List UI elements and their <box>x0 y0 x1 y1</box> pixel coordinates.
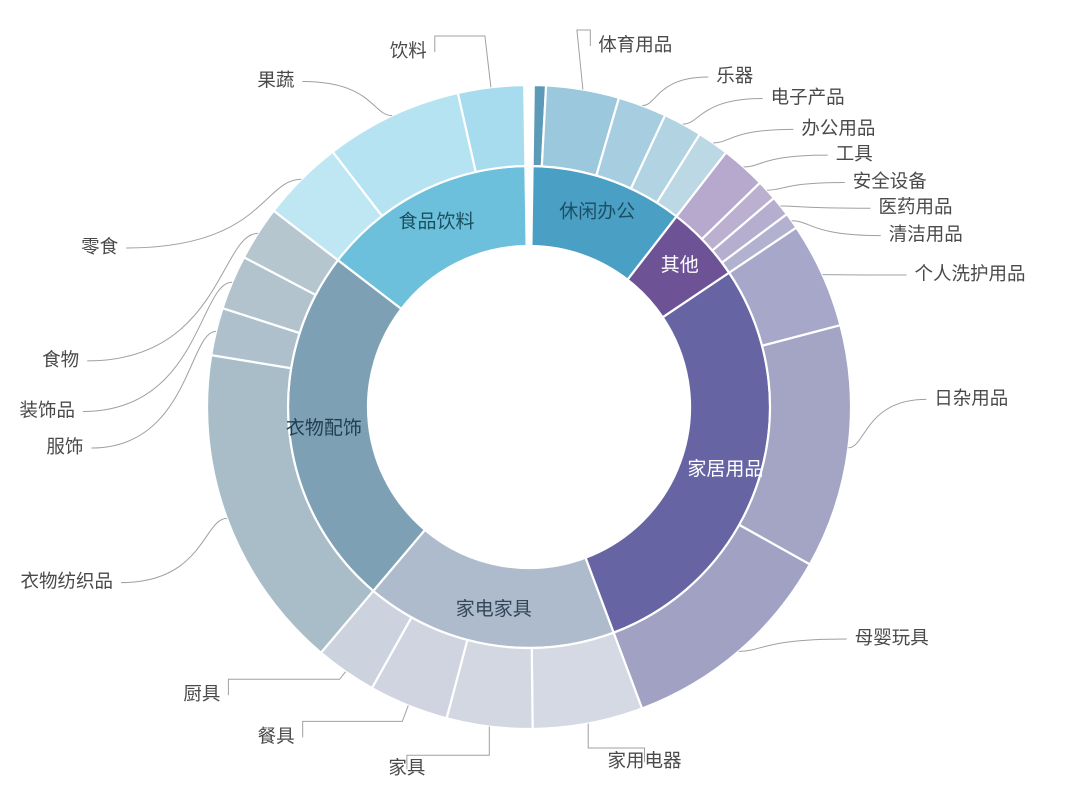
svg-text:个人洗护用品: 个人洗护用品 <box>915 263 1026 284</box>
svg-text:安全设备: 安全设备 <box>853 170 927 191</box>
svg-text:衣物配饰: 衣物配饰 <box>286 417 362 439</box>
svg-text:其他: 其他 <box>661 254 699 276</box>
svg-text:办公用品: 办公用品 <box>801 117 875 138</box>
svg-text:清洁用品: 清洁用品 <box>889 223 963 244</box>
svg-text:家具: 家具 <box>388 757 425 778</box>
svg-text:食品饮料: 食品饮料 <box>398 211 474 233</box>
svg-text:体育用品: 体育用品 <box>598 34 672 55</box>
svg-text:果蔬: 果蔬 <box>257 69 294 90</box>
svg-text:衣物纺织品: 衣物纺织品 <box>20 570 113 591</box>
svg-text:工具: 工具 <box>836 143 873 164</box>
svg-text:电子产品: 电子产品 <box>771 86 845 107</box>
svg-text:家电家具: 家电家具 <box>456 598 532 620</box>
svg-text:服饰: 服饰 <box>46 436 83 457</box>
svg-text:日杂用品: 日杂用品 <box>934 387 1008 408</box>
svg-text:厨具: 厨具 <box>183 683 220 704</box>
svg-text:乐器: 乐器 <box>716 65 753 86</box>
svg-text:餐具: 餐具 <box>258 725 295 746</box>
svg-text:饮料: 饮料 <box>390 40 427 61</box>
svg-text:零食: 零食 <box>81 236 119 257</box>
svg-text:家居用品: 家居用品 <box>687 458 763 480</box>
svg-text:医药用品: 医药用品 <box>879 196 953 217</box>
svg-text:母婴玩具: 母婴玩具 <box>855 627 929 648</box>
svg-text:食物: 食物 <box>42 349 79 370</box>
svg-text:装饰品: 装饰品 <box>19 399 75 420</box>
svg-text:家用电器: 家用电器 <box>607 750 681 771</box>
svg-text:休闲办公: 休闲办公 <box>559 200 635 222</box>
